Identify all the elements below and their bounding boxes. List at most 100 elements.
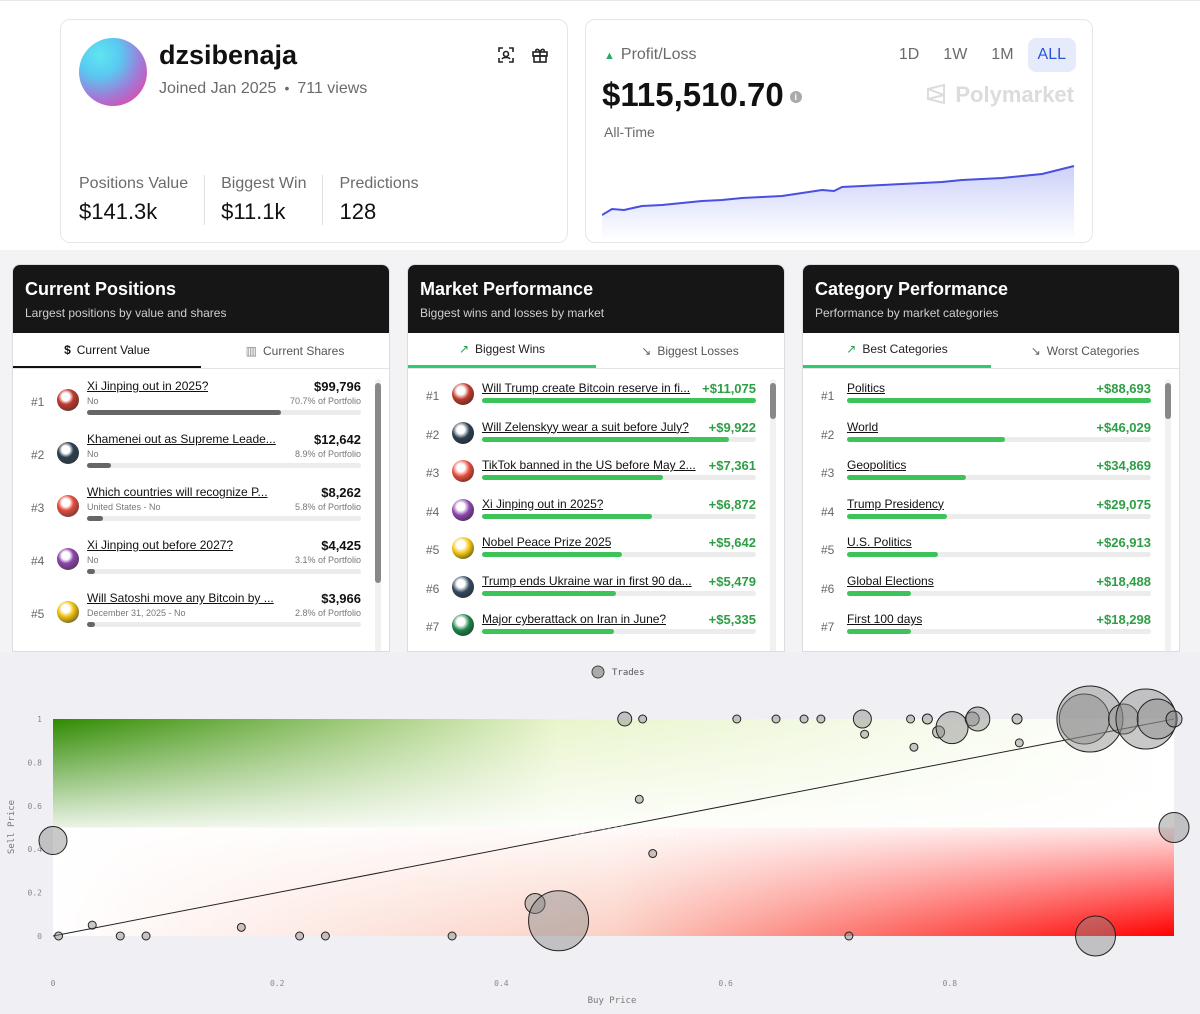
portfolio-bar	[87, 410, 361, 415]
market-link[interactable]: Xi Jinping out before 2027?	[87, 538, 234, 552]
range-all-button[interactable]: ALL	[1027, 38, 1076, 72]
rank: #4	[821, 504, 835, 519]
market-link[interactable]: Khamenei out as Supreme Leade...	[87, 432, 276, 446]
tab-biggest-wins[interactable]: ↗ Biggest Wins	[408, 333, 596, 368]
rank: #1	[426, 389, 440, 403]
list-item[interactable]: #7 First 100 days +$18,298	[803, 610, 1157, 651]
list-item[interactable]: #5 Nobel Peace Prize 2025 +$5,642	[408, 533, 762, 583]
tab-label: Worst Categories	[1046, 343, 1140, 358]
pnl-value: +$6,872	[708, 496, 756, 512]
category-link[interactable]: Politics	[847, 381, 886, 395]
performance-bar-fill	[482, 513, 652, 519]
market-link[interactable]: Will Satoshi move any Bitcoin by ...	[87, 591, 274, 605]
list-item[interactable]: #1 Will Trump create Bitcoin reserve in f…	[408, 379, 762, 429]
list-item[interactable]: #3 Which countries will recognize P... $8,…	[13, 485, 367, 535]
tab-best-categories[interactable]: ↗ Best Categories	[803, 333, 991, 368]
tab-current-value[interactable]: $ Current Value	[13, 333, 201, 368]
chart-legend[interactable]: Trades	[591, 665, 645, 679]
list-item[interactable]: #2 Will Zelenskyy wear a suit before July…	[408, 418, 762, 468]
legend-marker	[591, 665, 605, 679]
y-tick-label: 0	[37, 932, 42, 941]
portfolio-bar-fill	[87, 569, 96, 574]
market-icon	[452, 383, 474, 405]
list-item[interactable]: #5 Will Satoshi move any Bitcoin by ... $3…	[13, 591, 367, 641]
tab-worst-categories[interactable]: ↘ Worst Categories	[991, 333, 1179, 368]
rank: #4	[426, 504, 440, 519]
rank: #3	[821, 466, 835, 480]
profile-card: dzsibenaja Joined Jan 2025 • 711 views Pos…	[60, 19, 568, 243]
pnl-header: ▲ Profit/Loss	[604, 46, 696, 64]
list-item[interactable]: #2 World +$46,029	[803, 418, 1157, 468]
category-link[interactable]: Global Elections	[847, 573, 934, 588]
scrollbar[interactable]	[770, 379, 776, 651]
trade-point	[115, 931, 125, 941]
list-item[interactable]: #6 Trump ends Ukraine war in first 90 da.…	[408, 572, 762, 622]
list-item[interactable]: #3 Geopolitics +$34,869	[803, 456, 1157, 506]
scatter-svg: 0 0.2 0.4 0.6 0.8 0 0.2 0.4 0.6 0.8 1 Trades hashd…	[7, 665, 1190, 1006]
category-link[interactable]: World	[847, 419, 879, 434]
scrollbar[interactable]	[1165, 379, 1171, 651]
performance-bar-fill	[482, 436, 729, 442]
list-item[interactable]: #3 TikTok banned in the US before May 2..…	[408, 456, 762, 506]
category-link[interactable]: First 100 days	[847, 612, 923, 626]
tab-current-shares[interactable]: ▥ Current Shares	[201, 333, 389, 368]
y-tick-label: 0.4	[28, 845, 43, 854]
market-link[interactable]: Xi Jinping out in 2025?	[482, 496, 604, 511]
scrollbar[interactable]	[375, 379, 381, 651]
market-link[interactable]: Xi Jinping out in 2025?	[87, 379, 209, 393]
list-item[interactable]: #5 U.S. Politics +$26,913	[803, 533, 1157, 583]
performance-bar	[482, 398, 756, 403]
scan-icon[interactable]	[497, 46, 515, 64]
list-item[interactable]: #4 Xi Jinping out before 2027? $4,425 No 3.1…	[13, 538, 367, 588]
category-link[interactable]: U.S. Politics	[847, 535, 912, 549]
scrollbar-thumb[interactable]	[1165, 383, 1171, 419]
plot-area-loss-fade	[53, 827, 1174, 936]
category-link[interactable]: Geopolitics	[847, 458, 907, 472]
view-count: 711 views	[297, 80, 368, 97]
avatar[interactable]	[79, 38, 147, 106]
pnl-value: +$18,298	[1096, 612, 1151, 627]
y-axis-label: Sell Price	[7, 800, 17, 854]
market-link[interactable]: Major cyberattack on Iran in June?	[482, 612, 667, 626]
panel-header: Market Performance Biggest wins and loss…	[408, 265, 784, 333]
market-link[interactable]: Which countries will recognize P...	[87, 485, 268, 499]
trade-point	[1136, 698, 1178, 740]
performance-bar-fill	[482, 398, 756, 403]
trade-point	[87, 920, 97, 930]
stat-biggest-win: Biggest Win $11.1k	[204, 175, 322, 225]
gift-icon[interactable]	[531, 46, 549, 64]
list-item[interactable]: #4 Trump Presidency +$29,075	[803, 495, 1157, 545]
scrollbar-thumb[interactable]	[770, 383, 776, 419]
trade-point	[1158, 812, 1190, 843]
range-1m-button[interactable]: 1M	[991, 46, 1014, 63]
category-link[interactable]: Trump Presidency	[847, 496, 944, 511]
scrollbar-thumb[interactable]	[375, 383, 381, 583]
list-item[interactable]: #2 Khamenei out as Supreme Leade... $12,64…	[13, 432, 367, 482]
market-link[interactable]: Will Zelenskyy wear a suit before July?	[482, 419, 689, 434]
range-1w-button[interactable]: 1W	[943, 46, 968, 63]
list-item[interactable]: #6 Global Elections +$18,488	[803, 572, 1157, 622]
pnl-value: +$7,361	[708, 458, 756, 473]
list-item[interactable]: #1 Politics +$88,693	[803, 379, 1157, 429]
x-tick-label: 0.8	[943, 979, 958, 988]
range-1d-button[interactable]: 1D	[898, 46, 920, 63]
info-icon[interactable]: i	[789, 91, 802, 104]
list-item[interactable]: #1 Xi Jinping out in 2025? $99,796 No 70.7% …	[13, 379, 367, 429]
list-item[interactable]: #7 Major cyberattack on Iran in June? +$5,…	[408, 610, 762, 651]
market-link[interactable]: Will Trump create Bitcoin reserve in fi.…	[482, 381, 691, 395]
category-list: #1 Politics +$88,693 #2 World +$46,029 #3 Geopo…	[803, 369, 1179, 651]
trade-point	[921, 713, 933, 725]
tab-biggest-losses[interactable]: ↘ Biggest Losses	[596, 333, 784, 368]
market-link[interactable]: Trump ends Ukraine war in first 90 da...	[482, 573, 692, 588]
market-link[interactable]: Nobel Peace Prize 2025	[482, 535, 612, 549]
trade-point	[141, 931, 151, 941]
portfolio-bar	[87, 569, 361, 574]
trade-point	[844, 931, 854, 941]
market-link[interactable]: TikTok banned in the US before May 2...	[482, 458, 696, 472]
pnl-value: +$5,335	[708, 612, 756, 627]
market-icon	[57, 601, 79, 623]
trade-point	[648, 849, 658, 859]
profile-meta: Joined Jan 2025 • 711 views	[159, 80, 367, 98]
performance-bar	[847, 590, 1151, 596]
list-item[interactable]: #4 Xi Jinping out in 2025? +$6,872	[408, 495, 762, 545]
